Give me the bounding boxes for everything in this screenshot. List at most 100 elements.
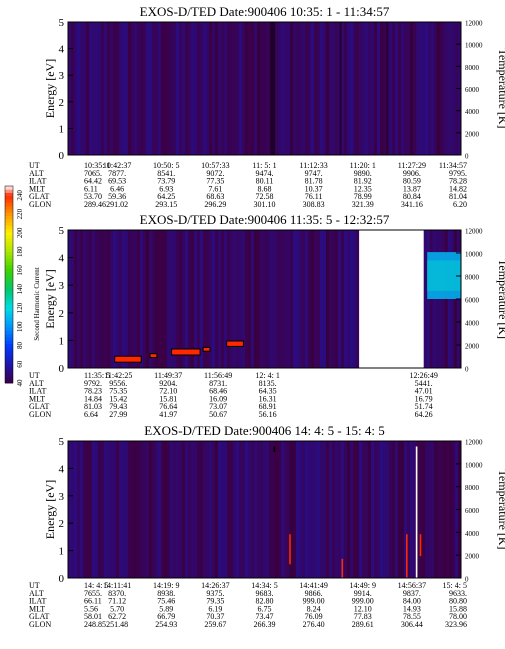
heatmap-column: [209, 22, 213, 155]
heatmap-column: [122, 230, 126, 368]
heatmap-column: [332, 230, 336, 368]
heatmap-column: [440, 441, 444, 578]
ephemeris-cell: 69.53: [108, 177, 126, 186]
heatmap-column: [266, 230, 270, 368]
colorbar-swatch: [5, 254, 13, 259]
heatmap-column: [407, 441, 411, 578]
heatmap-column: [452, 22, 456, 155]
ephemeris-cell: 81.03: [84, 402, 102, 411]
heatmap-column: [92, 22, 96, 155]
ephemeris-cell: 14:56:37: [398, 581, 426, 590]
ephemeris-label: UT: [29, 371, 40, 380]
colorbar-swatch: [5, 333, 13, 338]
heatmap-column: [104, 22, 108, 155]
colorbar-swatch: [5, 245, 13, 249]
heatmap-column: [335, 441, 339, 578]
ephemeris-cell: 51.74: [415, 402, 433, 411]
ephemeris-cell: 73.79: [157, 177, 175, 186]
ephemeris-cell: 7877.: [108, 169, 126, 178]
colorbar-swatch: [5, 225, 13, 230]
heatmap-column: [218, 22, 222, 155]
ytick-label: 3: [59, 70, 65, 82]
ephemeris-cell: 14:34: 5: [251, 581, 277, 590]
heatmap-column: [95, 22, 99, 155]
heatmap-column: [314, 230, 318, 368]
heatmap-column: [401, 441, 405, 578]
ephemeris-cell: 50.67: [209, 410, 227, 419]
heatmap-column: [423, 230, 427, 368]
ephemeris-cell: 11:56:49: [204, 371, 232, 380]
heatmap-column: [320, 230, 324, 368]
chart-title: EXOS-D/TED Date:900406 11:35: 5 - 12:32:…: [140, 212, 390, 227]
segment-feature: [150, 354, 157, 357]
heatmap-column: [131, 230, 135, 368]
colorbar-swatch: [5, 327, 13, 331]
colorbar-swatch: [5, 369, 13, 374]
heatmap-column: [281, 441, 285, 578]
ephemeris-cell: 9204.: [159, 379, 177, 388]
panel-2: EXOS-D/TED Date:900406 11:35: 5 - 12:32:…: [29, 212, 505, 419]
ephemeris-cell: 76.64: [159, 402, 177, 411]
segment-feature: [203, 347, 210, 351]
colorbar-tick-label: 240: [16, 190, 24, 201]
heatmap-column: [275, 441, 279, 578]
heatmap-column: [119, 22, 123, 155]
ephemeris-cell: 289.61: [352, 620, 374, 629]
heatmap-column: [146, 230, 150, 368]
heatmap-column: [80, 230, 84, 368]
ephemeris-cell: 9906.: [403, 169, 421, 178]
ephemeris-cell: 81.78: [305, 177, 323, 186]
heatmap-column: [221, 22, 225, 155]
heatmap-column: [230, 22, 234, 155]
ephemeris-label: MLT: [29, 604, 45, 613]
ytick-label: 1: [59, 335, 65, 347]
heatmap-column: [269, 441, 273, 578]
colorbar-swatch: [5, 307, 13, 312]
heatmap-column: [254, 230, 258, 368]
ephemeris-cell: 70.37: [206, 612, 224, 621]
ephemeris-cell: 84.00: [403, 597, 421, 606]
heatmap-column: [95, 230, 99, 368]
ephemeris-cell: 41.97: [159, 410, 177, 419]
heatmap-column: [251, 230, 255, 368]
heatmap-column: [149, 230, 153, 368]
heatmap-column: [125, 230, 129, 368]
colorbar-swatch: [5, 271, 13, 276]
heatmap-column: [209, 441, 213, 578]
heatmap-column: [380, 22, 384, 155]
heatmap-column: [152, 22, 156, 155]
heatmap-column: [401, 22, 405, 155]
line-feature: [341, 558, 344, 578]
colorbar-tick-label: 140: [16, 283, 24, 294]
heatmap-column: [128, 441, 132, 578]
heatmap-column: [422, 441, 426, 578]
heatmap-column: [353, 22, 357, 155]
heatmap-column: [347, 230, 351, 368]
heatmap-column: [203, 230, 207, 368]
heatmap-column: [311, 441, 315, 578]
ephemeris-cell: 11:35: 5: [84, 371, 110, 380]
heatmap-column: [296, 22, 300, 155]
heatmap-column: [356, 22, 360, 155]
ephemeris-cell: 14.93: [403, 604, 421, 613]
ytick-label: 0: [59, 573, 65, 585]
colorbar-swatch: [5, 317, 13, 322]
heatmap: [68, 230, 462, 368]
heatmap-column: [347, 22, 351, 155]
heatmap-column: [359, 441, 363, 578]
heatmap-column: [116, 22, 120, 155]
heatmap-column: [383, 441, 387, 578]
heatmap-column: [341, 22, 345, 155]
ytick-label: 2: [59, 97, 65, 109]
ephemeris-cell: 68.63: [206, 192, 224, 201]
heatmap-column: [428, 22, 432, 155]
heatmap-column: [365, 441, 369, 578]
heatmap-column: [176, 22, 180, 155]
heatmap-column: [161, 441, 165, 578]
ephemeris-cell: 72.10: [159, 387, 177, 396]
heatmap-column: [236, 441, 240, 578]
ephemeris-cell: 72.58: [256, 192, 274, 201]
ephemeris-cell: 296.29: [204, 200, 226, 209]
heatmap-column: [356, 230, 360, 368]
heatmap-column: [431, 22, 435, 155]
